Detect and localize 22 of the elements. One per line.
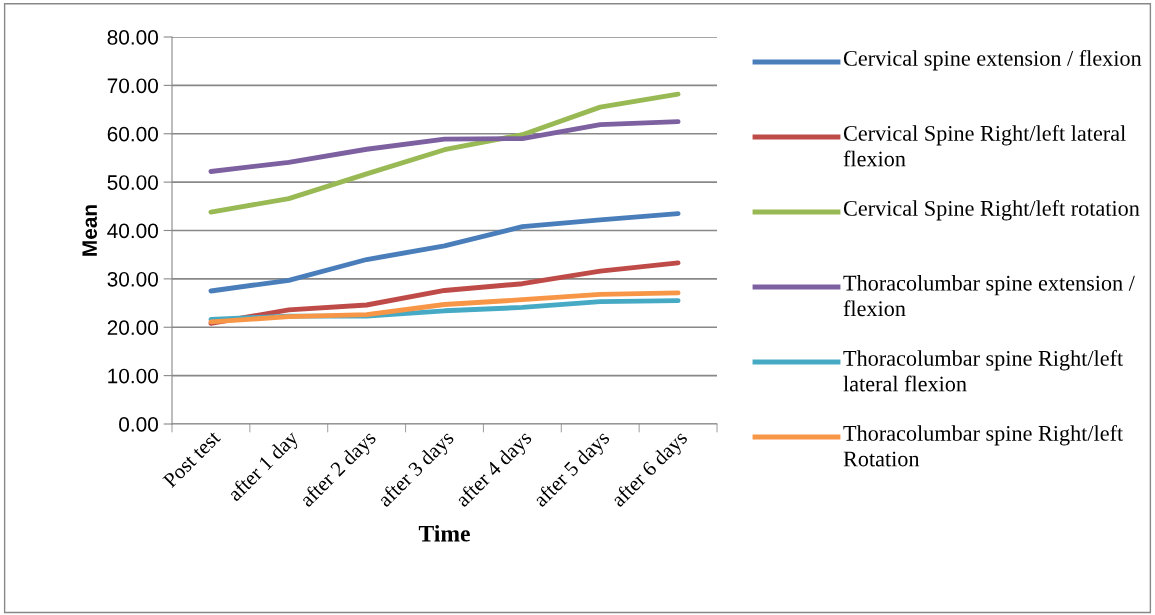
y-tick-label: 30.00 (107, 271, 158, 287)
legend-label: Thoracolumbar spine Right/left Rotation (843, 425, 1124, 467)
y-tick-label: 10.00 (108, 368, 158, 384)
y-tick-label: 70.00 (107, 78, 158, 94)
legend-label: Cervical Spine Right/left lateral flexion (843, 125, 1126, 167)
y-tick-label: 40.00 (107, 223, 158, 239)
y-axis-title: Mean (82, 205, 97, 256)
y-tick-label: 0.00 (119, 417, 158, 432)
y-tick-label: 20.00 (107, 320, 158, 335)
x-axis-title: Time (418, 525, 470, 542)
line-series (208, 91, 681, 215)
x-tick-label: Post test (162, 429, 222, 489)
y-tick-label: 60.00 (107, 126, 158, 142)
legend-label: Thoracolumbar spine extension / flexion (843, 275, 1135, 317)
line-series (208, 211, 681, 294)
line-series (208, 119, 681, 174)
line-series (208, 290, 681, 325)
legend-label: Cervical Spine Right/left rotation (843, 200, 1140, 221)
legend-label: Cervical spine extension / flexion (843, 50, 1142, 71)
y-tick-label: 80.00 (107, 30, 158, 45)
legend-label: Thoracolumbar spine Right/left lateral flexion (843, 350, 1124, 392)
y-tick-label: 50.00 (107, 175, 158, 190)
